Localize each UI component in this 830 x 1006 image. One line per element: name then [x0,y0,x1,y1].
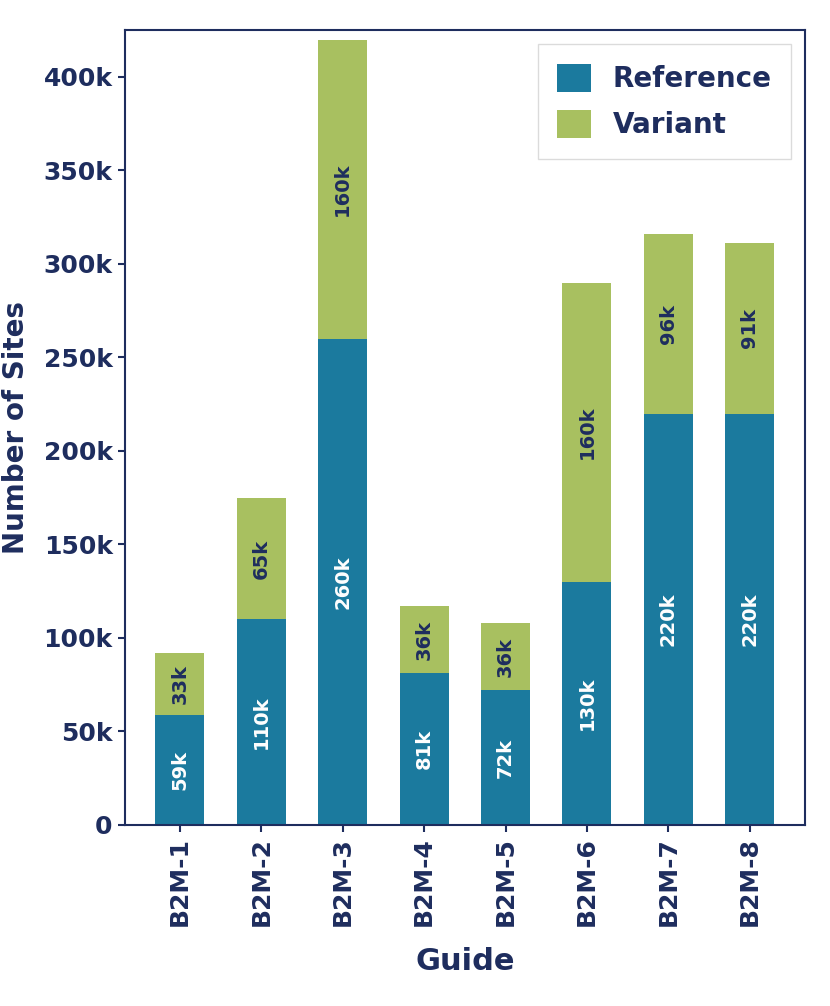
Bar [563,283,612,581]
Bar [318,39,367,339]
Text: 220k: 220k [659,593,678,646]
Bar [481,623,530,690]
Bar [155,714,204,825]
Bar [725,243,774,413]
Text: 96k: 96k [659,304,678,344]
Text: 59k: 59k [170,749,189,790]
Text: 160k: 160k [578,405,597,459]
Bar [644,234,693,413]
Text: 220k: 220k [740,593,759,646]
Bar [563,581,612,825]
Text: 81k: 81k [415,729,433,770]
Text: 160k: 160k [333,162,352,216]
Legend: Reference, Variant: Reference, Variant [538,44,791,159]
Text: 260k: 260k [333,555,352,609]
Text: 91k: 91k [740,309,759,348]
Text: 36k: 36k [496,637,515,677]
Bar [318,339,367,825]
Text: 33k: 33k [170,664,189,703]
Text: 65k: 65k [251,538,271,578]
Text: 72k: 72k [496,737,515,778]
Bar [400,607,448,673]
Bar [155,653,204,714]
Bar [481,690,530,825]
Bar [725,413,774,825]
Bar [237,498,286,620]
X-axis label: Guide: Guide [415,947,515,976]
Y-axis label: Number of Sites: Number of Sites [2,301,30,554]
Text: 36k: 36k [415,620,433,660]
Bar [237,620,286,825]
Bar [644,413,693,825]
Bar [400,673,448,825]
Text: 110k: 110k [251,695,271,748]
Text: 130k: 130k [578,677,597,730]
